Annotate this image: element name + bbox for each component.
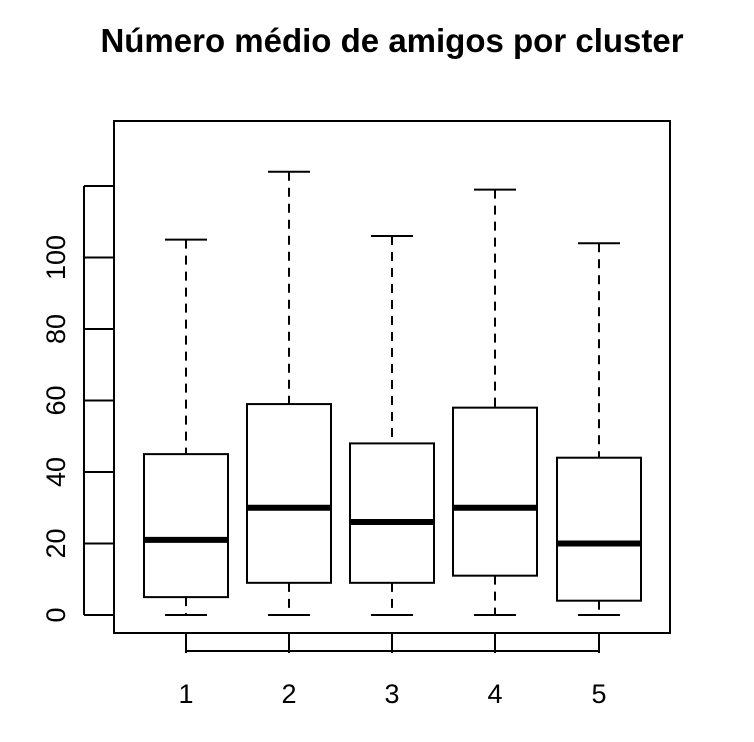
y-tick-label: 0 bbox=[41, 607, 71, 622]
y-tick-label: 20 bbox=[41, 528, 71, 558]
x-tick-label: 3 bbox=[384, 679, 399, 709]
box bbox=[556, 456, 642, 602]
box bbox=[349, 442, 435, 584]
box bbox=[452, 406, 538, 577]
y-tick-label: 100 bbox=[41, 235, 71, 280]
y-tick-label: 40 bbox=[41, 457, 71, 487]
chart-title: Número médio de amigos por cluster bbox=[100, 22, 684, 59]
x-tick-label: 5 bbox=[591, 679, 606, 709]
x-tick-label: 4 bbox=[487, 679, 502, 709]
box bbox=[246, 403, 332, 584]
x-tick-label: 1 bbox=[178, 679, 193, 709]
y-tick-label: 60 bbox=[41, 385, 71, 415]
y-tick-label: 80 bbox=[41, 314, 71, 344]
x-tick-label: 2 bbox=[281, 679, 296, 709]
box bbox=[143, 453, 229, 599]
